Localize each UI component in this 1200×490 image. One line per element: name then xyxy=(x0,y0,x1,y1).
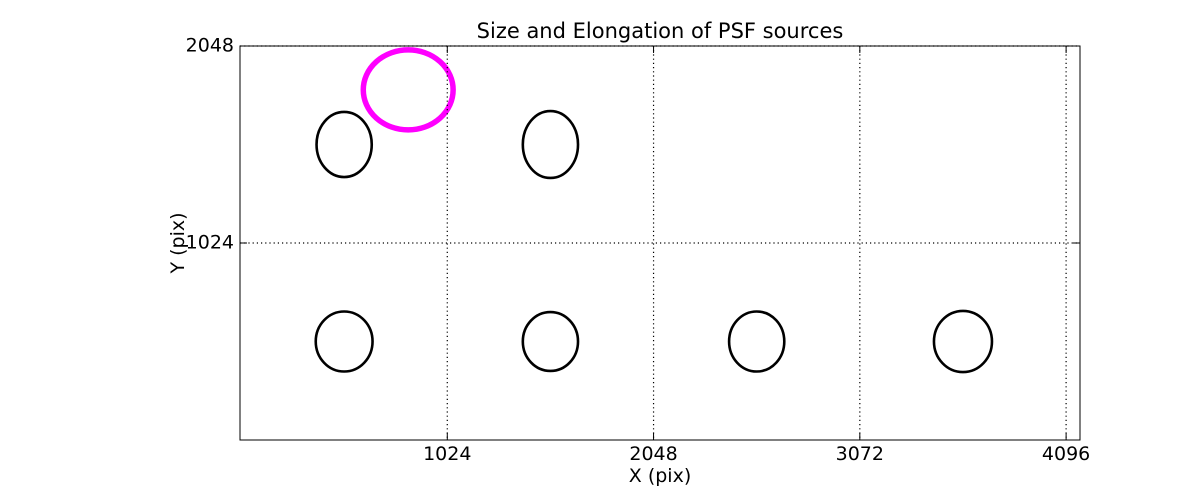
psf-source-4 xyxy=(521,310,580,373)
psf-source-5 xyxy=(727,310,786,373)
axes-frame xyxy=(239,45,1081,441)
x-tick-label-2048: 2048 xyxy=(629,443,678,465)
psf-source-2 xyxy=(521,109,580,180)
y-tick-label-2048: 2048 xyxy=(185,34,234,57)
psf-source-highlight xyxy=(360,47,456,133)
psf-source-1 xyxy=(315,110,374,179)
x-tick-label-3072: 3072 xyxy=(835,443,884,465)
psf-source-3 xyxy=(314,310,374,373)
y-tick-label-1024: 1024 xyxy=(185,231,234,254)
psf-source-6 xyxy=(932,309,994,374)
x-axis-label: X (pix) xyxy=(628,465,692,487)
x-tick-label-1024: 1024 xyxy=(423,443,472,465)
chart-title: Size and Elongation of PSF sources xyxy=(476,19,844,43)
x-tick-label-4096: 4096 xyxy=(1041,443,1091,465)
